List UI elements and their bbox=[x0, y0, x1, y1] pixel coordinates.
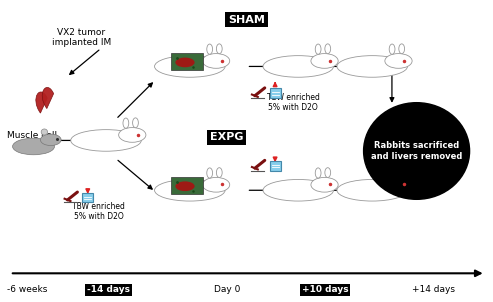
Ellipse shape bbox=[263, 179, 333, 201]
Ellipse shape bbox=[399, 44, 405, 54]
Ellipse shape bbox=[389, 168, 395, 178]
Ellipse shape bbox=[385, 53, 412, 68]
Ellipse shape bbox=[363, 103, 469, 199]
Ellipse shape bbox=[71, 130, 141, 151]
Ellipse shape bbox=[311, 177, 338, 192]
Bar bbox=[171, 176, 203, 194]
Ellipse shape bbox=[399, 168, 405, 178]
Ellipse shape bbox=[119, 127, 146, 142]
Text: EXPG: EXPG bbox=[210, 132, 244, 143]
Text: SHAM: SHAM bbox=[228, 14, 265, 25]
Text: -6 weeks: -6 weeks bbox=[7, 285, 47, 294]
Ellipse shape bbox=[325, 44, 331, 54]
Ellipse shape bbox=[389, 44, 395, 54]
Ellipse shape bbox=[155, 179, 225, 201]
Ellipse shape bbox=[176, 182, 195, 191]
Ellipse shape bbox=[176, 58, 195, 67]
Ellipse shape bbox=[337, 56, 407, 77]
Ellipse shape bbox=[40, 134, 61, 146]
PathPatch shape bbox=[42, 87, 54, 108]
Text: +14 days: +14 days bbox=[412, 285, 456, 294]
Bar bbox=[270, 88, 281, 98]
Ellipse shape bbox=[216, 168, 222, 178]
Bar bbox=[171, 53, 203, 70]
Text: +10 days: +10 days bbox=[302, 285, 349, 294]
Ellipse shape bbox=[13, 138, 54, 155]
Text: TBW enriched
5% with D2O: TBW enriched 5% with D2O bbox=[267, 93, 320, 112]
Ellipse shape bbox=[315, 168, 321, 178]
PathPatch shape bbox=[36, 92, 47, 113]
Ellipse shape bbox=[203, 53, 230, 68]
Text: -14 days: -14 days bbox=[87, 285, 130, 294]
Text: Rabbits sacrificed
and livers removed: Rabbits sacrificed and livers removed bbox=[371, 141, 462, 161]
Ellipse shape bbox=[207, 44, 212, 54]
Ellipse shape bbox=[155, 56, 225, 77]
Ellipse shape bbox=[337, 179, 407, 201]
Text: Day 0: Day 0 bbox=[213, 285, 240, 294]
Ellipse shape bbox=[207, 168, 212, 178]
Ellipse shape bbox=[325, 168, 331, 178]
Ellipse shape bbox=[203, 177, 230, 192]
Ellipse shape bbox=[123, 118, 129, 128]
Ellipse shape bbox=[311, 53, 338, 68]
Bar bbox=[270, 161, 281, 171]
Ellipse shape bbox=[315, 44, 321, 54]
Bar bbox=[82, 193, 93, 202]
Text: Muscle cell: Muscle cell bbox=[7, 131, 57, 140]
Ellipse shape bbox=[216, 44, 222, 54]
Ellipse shape bbox=[385, 177, 412, 192]
Ellipse shape bbox=[41, 129, 47, 135]
Text: VX2 tumor
implanted IM: VX2 tumor implanted IM bbox=[52, 28, 111, 47]
Ellipse shape bbox=[133, 118, 139, 128]
Text: TBW enriched
5% with D2O: TBW enriched 5% with D2O bbox=[72, 202, 125, 221]
Ellipse shape bbox=[263, 56, 333, 77]
